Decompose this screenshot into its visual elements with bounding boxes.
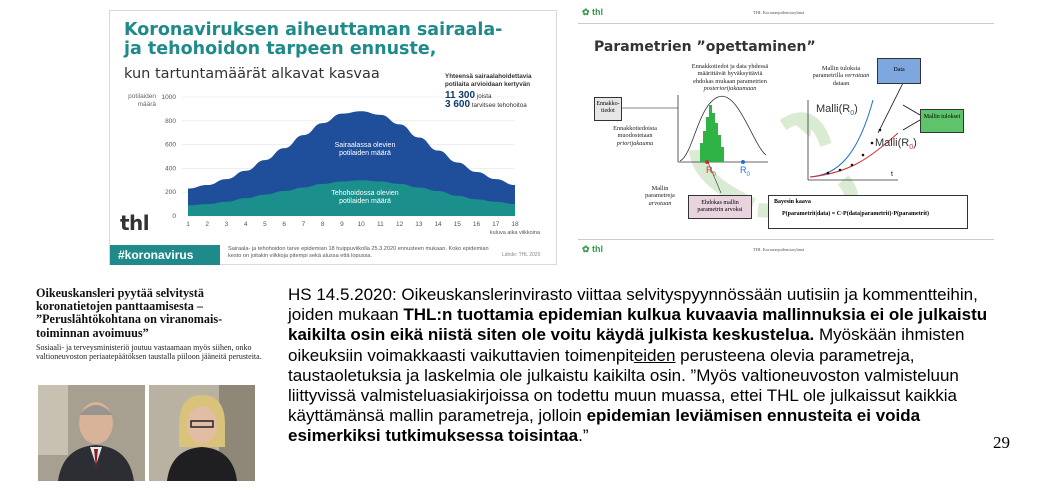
quote-underlined: eiden [633,345,676,365]
x-tick-label: 9 [340,221,344,228]
infographic-subtitle: kun tartuntamäärät alkavat kasvaa [124,66,380,82]
candidate-param-box: Ehdokas mallin parametrin arvoksi [688,195,752,219]
total-hospital-suffix: joista [476,93,492,100]
x-tick-label: 12 [396,221,404,228]
clipping-lead: Sosiaali- ja terveysministeriö joutuu va… [36,342,262,362]
model-label-blue: Malli(R0) [816,103,858,118]
y-tick-label: 1000 [162,94,177,101]
infographic-footnote: Sairaala- ja tehohoidon tarve epidemian … [228,246,489,259]
bayesian-slide: ✿ thl THL Koronaepidemiaryhmä Parametrie… [578,5,994,257]
quote-part-3: perusteena olevia parametreja, taustaole… [288,345,959,426]
y-tick-label: 0 [172,213,176,220]
quote-part-1: HS 14.5.2020: Oikeuskanslerinvirasto vii… [288,285,978,325]
prior-distribution-text: Ennakkotiedoista muodostetaan priorijaka… [613,125,657,147]
data-box: Data [877,58,921,84]
t-axis-label: t [891,171,893,178]
y-axis-label: potilaiden määrä [128,93,156,108]
y-tick-label: 200 [165,189,176,196]
quote-part-2: Myöskään ihmisten oikeuksiin voimakkaast… [288,325,965,365]
x-tick-label: 13 [415,221,423,228]
slide-header-top: THL Koronaepidemiaryhmä [753,10,805,15]
total-box-title: Yhteensä sairaalahoidettavia potilaita a… [445,73,532,88]
x-tick-label: 1 [186,221,190,228]
portrait-photo-man [38,385,145,481]
quote-part-4: .” [578,426,589,446]
forecast-infographic: 0 200 400 600 800 1000 1 2 3 4 5 6 7 8 9 10 11 12 13 14 15 16… [109,10,557,265]
x-tick-label: 2 [205,221,209,228]
portrait-photo-woman [149,385,255,481]
news-clipping: Oikeuskansleri pyytää selvitystä koronat… [36,286,268,487]
total-hospital-value: 11 300 [445,90,476,101]
model-params-text: Mallin parametreja arvotaan [645,185,675,207]
x-tick-label: 17 [492,221,500,228]
x-axis-label: kuluva aika viikkoina [490,230,541,236]
prior-knowledge-box: Ennakko-tiedot [594,97,622,121]
x-tick-label: 10 [358,221,366,228]
x-tick-label: 7 [302,221,306,228]
r0-red-label: R0 [706,165,716,178]
model-label-red: Malli(R0) [875,137,917,152]
slide-bottom-bar: ✿ thl THL Koronaepidemiaryhmä [578,239,994,258]
icu-series-label: Tehohoidossa olevien [331,190,398,197]
posterior-text: Ennakkotiedot ja data yhdessä määrittävä… [691,63,769,93]
x-tick-label: 6 [282,221,286,228]
thl-logo-top: ✿ thl [582,7,604,17]
infographic-title: Koronaviruksen aiheuttaman sairaala- ja … [124,20,503,59]
thl-logo-bottom: ✿ thl [582,244,604,254]
y-tick-label: 400 [165,165,176,172]
infographic-source: Lähde: THL 2020 [502,252,541,258]
thl-logo: thl [120,211,150,235]
x-tick-label: 3 [225,221,229,228]
quote-paragraph: HS 14.5.2020: Oikeuskanslerinvirasto vii… [288,285,1010,447]
page-number: 29 [993,433,1010,452]
total-icu-value: 3 600 [445,98,471,110]
posterior-histogram [700,105,724,162]
slide-header-bottom: THL Koronaepidemiaryhmä [753,247,805,252]
x-tick-label: 5 [263,221,267,228]
total-patients-box: Yhteensä sairaalahoidettavia potilaita a… [445,73,541,131]
x-tick-label: 8 [321,221,325,228]
y-tick-label: 600 [165,142,176,149]
total-icu-suffix: tarvitsee tehohoitoa [471,101,527,109]
x-tick-label: 16 [473,221,481,228]
quote-bold-1: THL:n tuottamia epidemian kulkua kuvaavi… [288,305,988,345]
bayes-formula-box: Bayesin kaava P(parametrit|data) = C·P(d… [768,195,968,229]
x-tick-label: 11 [377,221,384,228]
quote-bold-2: epidemian leviämisen ennusteita ei voida… [288,406,921,446]
clipping-headline: Oikeuskansleri pyytää selvitystä koronat… [36,286,223,340]
hashtag-banner: #koronavirus [110,245,220,265]
slide-top-bar: ✿ thl THL Koronaepidemiaryhmä [578,5,994,24]
r0-blue-label: R0 [740,165,750,178]
hospital-series-label: Sairaalassa olevien [335,142,396,149]
model-results-box: Mallin tulokset [920,109,964,133]
y-tick-label: 800 [165,118,176,125]
x-tick-label: 18 [511,221,519,228]
slide-title: Parametrien ”opettaminen” [594,39,816,55]
x-tick-label: 14 [434,221,442,228]
icu-series-label: potilaiden määrä [339,198,391,205]
hospital-series-label: potilaiden määrä [339,150,391,157]
x-tick-label: 15 [454,221,462,228]
x-tick-label: 4 [244,221,248,228]
model-results-text: Mallin tuloksia parametrilla verrataan d… [812,65,870,87]
hospital-area-series [188,111,515,216]
icu-area-series [188,180,515,216]
